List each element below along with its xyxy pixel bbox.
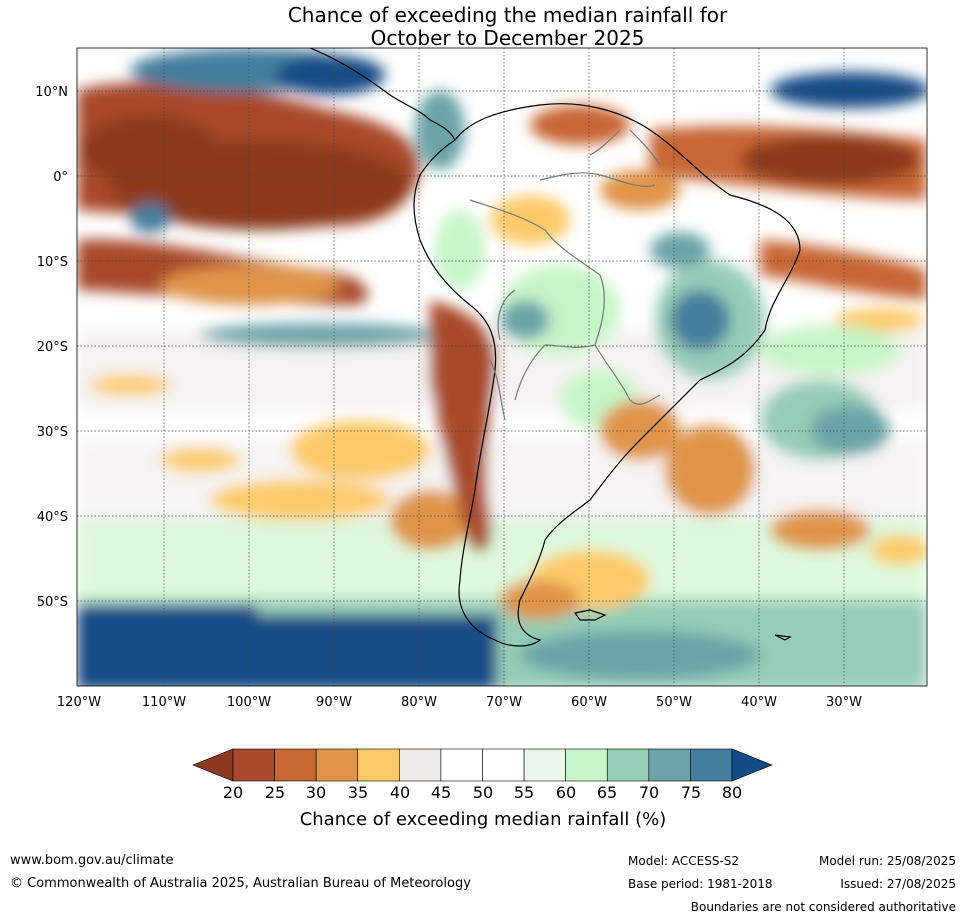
colorbar-tick: 70 [639,783,659,802]
footer-copyright: © Commonwealth of Australia 2025, Austra… [10,876,471,891]
rainfall-probability-field [77,48,927,686]
title-line-2: October to December 2025 [370,26,645,50]
lat-label: 0° [53,170,68,185]
lon-label: 120°W [57,695,101,710]
footer-disclaimer: Boundaries are not considered authoritat… [690,900,956,914]
title-line-1: Chance of exceeding the median rainfall … [287,3,728,27]
colorbar-segment [523,748,566,782]
lon-label: 70°W [486,695,522,710]
lat-label: 40°S [37,510,68,525]
longitude-axis: 120°W 110°W 100°W 90°W 80°W 70°W 60°W 50… [57,695,862,710]
lon-label: 100°W [227,695,271,710]
coastlines [309,48,801,647]
colorbar: 20 25 30 35 40 45 50 55 60 65 70 75 80 C… [192,748,773,830]
colorbar-segment [399,748,442,782]
colorbar-segment [440,748,483,782]
country-borders [469,129,661,421]
colorbar-tick: 75 [681,783,701,802]
colorbar-segment [357,748,400,782]
colorbar-segment [482,748,525,782]
lon-label: 90°W [316,695,352,710]
lon-label: 60°W [571,695,607,710]
lat-label: 10°N [35,85,68,100]
graticule [77,48,927,686]
colorbar-tick: 25 [265,783,285,802]
lon-label: 110°W [142,695,186,710]
latitude-axis: 10°N 0° 10°S 20°S 30°S 40°S 50°S [35,85,68,610]
footer-base-period: Base period: 1981-2018 [628,877,773,891]
colorbar-extend-high [731,748,773,782]
footer-model: Model: ACCESS-S2 [628,854,740,868]
colorbar-label: Chance of exceeding median rainfall (%) [300,809,667,830]
colorbar-segment [690,748,733,782]
colorbar-tick: 60 [556,783,576,802]
colorbar-segment [606,748,650,782]
colorbar-tick: 35 [348,783,368,802]
lat-label: 10°S [37,255,68,270]
colorbar-tick: 55 [514,783,534,802]
colorbar-segment [648,748,691,782]
colorbar-tick: 45 [431,783,451,802]
rainfall-map [77,48,927,686]
footer-model-run: Model run: 25/08/2025 [818,854,956,868]
lon-label: 30°W [826,695,862,710]
footer-issued: Issued: 27/08/2025 [840,877,956,891]
colorbar-tick: 80 [722,783,742,802]
colorbar-segments [192,748,773,782]
colorbar-tick: 65 [597,783,617,802]
colorbar-tick: 30 [306,783,326,802]
lon-label: 50°W [656,695,692,710]
lon-label: 80°W [401,695,437,710]
lat-label: 50°S [37,595,68,610]
footer-url[interactable]: www.bom.gov.au/climate [10,853,174,868]
colorbar-extend-low [192,748,234,782]
colorbar-segment [274,748,317,782]
colorbar-segment [232,748,275,782]
colorbar-tick: 50 [473,783,493,802]
lon-label: 40°W [741,695,777,710]
colorbar-ticks: 20 25 30 35 40 45 50 55 60 65 70 75 80 [223,783,742,802]
colorbar-segment [565,748,608,782]
map-frame [76,47,928,687]
lat-label: 20°S [37,340,68,355]
colorbar-tick: 40 [390,783,410,802]
lat-label: 30°S [37,425,68,440]
colorbar-tick: 20 [223,783,243,802]
chart-title: Chance of exceeding the median rainfall … [0,4,965,50]
colorbar-segment [315,748,359,782]
